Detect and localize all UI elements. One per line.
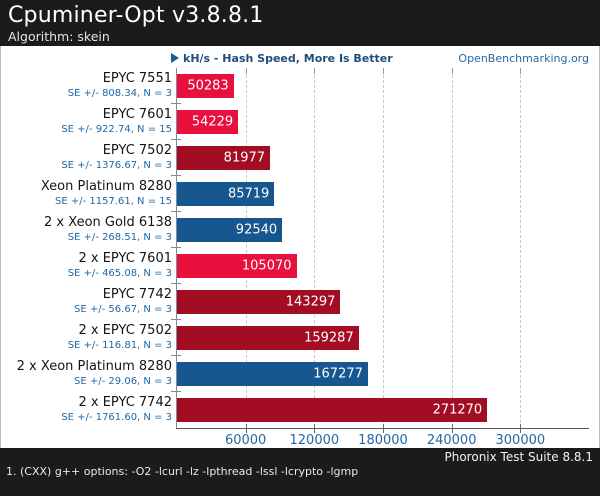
gridline (245, 70, 247, 428)
result-value: 81977 (223, 150, 266, 166)
plot-area: EPYC 7551 SE +/- 808.34, N = 3 50283 EPY… (1, 68, 599, 450)
cpu-name: EPYC 7601 (102, 107, 172, 122)
page-title: Cpuminer-Opt v3.8.8.1 (8, 3, 264, 28)
result-bar: 143297 (176, 290, 341, 314)
standard-error-label: SE +/- 116.81, N = 3 (67, 340, 172, 351)
gridline (383, 70, 384, 428)
page-subtitle: Algorithm: skein (8, 29, 110, 44)
top-tick (314, 68, 316, 74)
cpu-name: 2 x EPYC 7601 (78, 251, 172, 266)
top-tick (451, 68, 453, 74)
standard-error-label: SE +/- 808.34, N = 3 (67, 88, 172, 99)
x-tick-label: 300000 (495, 433, 546, 448)
metric-label: kH/s - Hash Speed, More Is Better (171, 52, 393, 65)
result-value: 92540 (235, 222, 278, 238)
x-axis-tick (314, 424, 316, 433)
x-axis-line (176, 428, 589, 429)
x-tick-label: 60000 (224, 433, 267, 448)
gridlines (177, 68, 589, 428)
x-axis-tick (383, 424, 384, 433)
standard-error-label: SE +/- 56.67, N = 3 (74, 304, 172, 315)
benchmark-row: 2 x EPYC 7502 SE +/- 116.81, N = 3 15928… (1, 319, 589, 356)
y-axis-line (176, 68, 177, 428)
top-tick (245, 68, 247, 74)
result-value: 85719 (227, 186, 270, 202)
cpu-name: EPYC 7742 (102, 287, 172, 302)
cpu-name: Xeon Platinum 8280 (40, 179, 172, 194)
result-bar: 92540 (176, 218, 283, 242)
result-bar: 105070 (176, 254, 297, 278)
pts-version: Phoronix Test Suite 8.8.1 (444, 450, 594, 464)
gridline (314, 70, 316, 428)
standard-error-label: SE +/- 1157.61, N = 15 (54, 196, 172, 207)
x-axis-tick (520, 424, 522, 433)
x-tick-label: 180000 (358, 433, 408, 448)
compiler-notes: 1. (CXX) g++ options: -O2 -lcurl -lz -lp… (6, 465, 359, 478)
play-icon (171, 53, 179, 63)
cpu-name: 2 x EPYC 7742 (78, 395, 172, 410)
cpu-name: EPYC 7502 (102, 143, 172, 158)
chart-meta-row: kH/s - Hash Speed, More Is Better OpenBe… (1, 46, 599, 68)
result-value: 105070 (241, 258, 292, 274)
cpu-name: 2 x Xeon Platinum 8280 (16, 359, 172, 374)
benchmark-row: EPYC 7742 SE +/- 56.67, N = 3 143297 (1, 283, 589, 320)
result-value: 159287 (304, 330, 354, 346)
benchmark-row: 2 x Xeon Platinum 8280 SE +/- 29.06, N =… (1, 355, 589, 392)
result-value: 143297 (285, 294, 336, 310)
benchmark-row: Xeon Platinum 8280 SE +/- 1157.61, N = 1… (1, 175, 589, 212)
standard-error-label: SE +/- 922.74, N = 15 (61, 124, 172, 135)
standard-error-label: SE +/- 268.51, N = 3 (67, 232, 172, 243)
gridline (520, 70, 522, 428)
chart-header: Cpuminer-Opt v3.8.8.1 Algorithm: skein (0, 0, 600, 46)
cpu-name: EPYC 7551 (102, 71, 172, 86)
standard-error-label: SE +/- 1376.67, N = 3 (61, 160, 172, 171)
chart-footer: Phoronix Test Suite 8.8.1 1. (CXX) g++ o… (0, 448, 600, 496)
gridline (451, 70, 453, 428)
result-bar: 271270 (176, 398, 488, 422)
cpu-name: 2 x EPYC 7502 (78, 323, 172, 338)
x-axis-labels: 60000 120000 180000 240000 300000 (177, 68, 589, 450)
benchmark-row: EPYC 7551 SE +/- 808.34, N = 3 50283 (1, 68, 589, 104)
standard-error-label: SE +/- 465.08, N = 3 (67, 268, 172, 279)
benchmark-row: 2 x EPYC 7601 SE +/- 465.08, N = 3 10507… (1, 247, 589, 284)
top-tick (383, 68, 384, 74)
result-bar: 81977 (176, 146, 271, 170)
result-bar: 50283 (176, 74, 234, 98)
benchmark-row: EPYC 7502 SE +/- 1376.67, N = 3 81977 (1, 139, 589, 176)
standard-error-label: SE +/- 1761.60, N = 3 (61, 412, 172, 423)
result-bar: 85719 (176, 182, 275, 206)
benchmark-chart: kH/s - Hash Speed, More Is Better OpenBe… (0, 46, 600, 448)
standard-error-label: SE +/- 29.06, N = 3 (74, 376, 172, 387)
metric-text: kH/s - Hash Speed, More Is Better (183, 51, 393, 65)
openbenchmarking-link[interactable]: OpenBenchmarking.org (458, 51, 589, 65)
result-value: 54229 (191, 114, 234, 130)
top-tick (520, 68, 522, 74)
x-tick-label: 120000 (289, 433, 340, 448)
x-axis-tick (451, 424, 453, 433)
rows: EPYC 7551 SE +/- 808.34, N = 3 50283 EPY… (1, 68, 589, 428)
x-axis-tick (245, 424, 247, 433)
result-bar: 54229 (176, 110, 239, 134)
result-bar: 167277 (176, 362, 368, 386)
result-value: 167277 (313, 366, 363, 382)
result-value: 50283 (187, 78, 229, 94)
x-tick-label: 240000 (426, 433, 477, 448)
benchmark-row: 2 x Xeon Gold 6138 SE +/- 268.51, N = 3 … (1, 211, 589, 248)
result-value: 271270 (432, 402, 483, 418)
result-bar: 159287 (176, 326, 359, 350)
benchmark-row: 2 x EPYC 7742 SE +/- 1761.60, N = 3 2712… (1, 391, 589, 428)
cpu-name: 2 x Xeon Gold 6138 (44, 215, 172, 230)
